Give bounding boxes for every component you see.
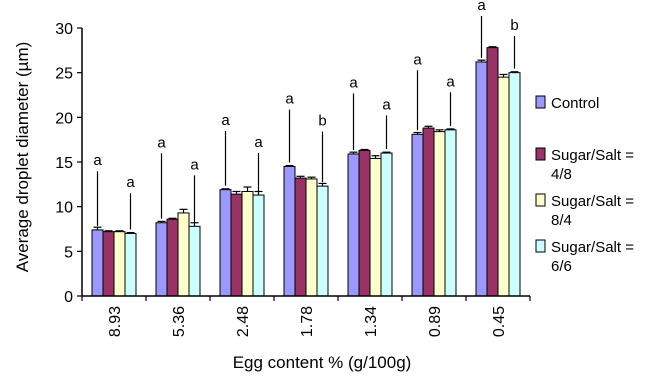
significance-letter-right: a (190, 156, 199, 173)
significance-letter-right: a (254, 134, 263, 151)
legend-swatch (535, 95, 546, 109)
legend-swatch (535, 193, 546, 207)
x-tick-label: 0.45 (491, 306, 508, 337)
bar (369, 157, 382, 297)
significance-letter-left: a (413, 51, 422, 68)
axes: 0 5 10 15 20 25 30 8.93 5.36 2.48 1.78 1.34 0.89 0.45 (55, 21, 531, 337)
legend-label: 4/8 (551, 166, 572, 183)
bar (497, 76, 510, 297)
legend-swatch (535, 239, 546, 253)
y-tick-label: 10 (55, 200, 73, 217)
x-tick-label: 1.78 (299, 306, 316, 337)
bar (486, 47, 499, 297)
x-tick-label: 1.34 (363, 306, 380, 337)
significance-letter-right: b (318, 113, 326, 130)
y-tick-label: 30 (55, 21, 73, 38)
significance-letter-left: a (477, 0, 486, 14)
bar (166, 218, 179, 297)
bar (91, 229, 104, 297)
legend-label: Sugar/Salt = (551, 147, 634, 164)
bar (177, 212, 190, 297)
bar (358, 149, 371, 297)
significance-letter-left: a (157, 134, 166, 151)
bar (188, 225, 201, 297)
bar (241, 190, 254, 297)
bar (219, 189, 232, 297)
bar (316, 185, 329, 297)
y-axis-title: Average droplet diameter (µm) (13, 42, 32, 273)
x-axis-title: Egg content % (g/100g) (233, 353, 412, 372)
bar (305, 178, 318, 297)
bar (113, 231, 126, 297)
x-tick-label: 2.48 (235, 306, 252, 337)
significance-letter-left: a (285, 91, 294, 108)
bar (433, 131, 446, 297)
legend-label: Sugar/Salt = (551, 193, 634, 210)
significance-letter-right: a (382, 96, 391, 113)
bar (294, 177, 307, 297)
bar (124, 232, 137, 297)
bar (444, 129, 457, 297)
legend-label: Sugar/Salt = (551, 239, 634, 256)
bar (422, 127, 435, 297)
bar (411, 133, 424, 297)
significance-letter-right: b (510, 17, 518, 34)
legend-swatch (535, 147, 546, 161)
significance-letter-left: a (221, 112, 230, 129)
significance-letter-right: a (126, 174, 135, 191)
bar (252, 194, 265, 297)
legend-label: 6/6 (551, 258, 572, 275)
bar (283, 165, 296, 297)
significance-letter-left: a (93, 152, 102, 169)
bars (91, 47, 521, 297)
bar (155, 222, 168, 297)
x-tick-label: 8.93 (107, 306, 124, 337)
x-tick-label: 0.89 (427, 306, 444, 337)
legend-label: 8/4 (551, 212, 572, 229)
y-tick-label: 20 (55, 110, 73, 127)
significance-letter-left: a (349, 74, 358, 91)
y-tick-label: 25 (55, 66, 73, 83)
significance-annotations: a a a a a a a b a a a a a b (93, 0, 519, 230)
bar (380, 152, 393, 297)
significance-letter-right: a (446, 73, 455, 90)
y-tick-label: 0 (64, 289, 73, 306)
bar (508, 72, 521, 297)
y-tick-label: 15 (55, 155, 73, 172)
x-tick-label: 5.36 (171, 306, 188, 337)
legend-label: Control (551, 95, 599, 112)
bar (102, 231, 115, 297)
y-tick-label: 5 (64, 244, 73, 261)
bar (347, 153, 360, 297)
legend: Control Sugar/Salt = 4/8 Sugar/Salt = 8/4 Sug… (535, 95, 634, 275)
error-bars (93, 46, 519, 234)
bar (475, 61, 488, 297)
bar (230, 193, 243, 297)
